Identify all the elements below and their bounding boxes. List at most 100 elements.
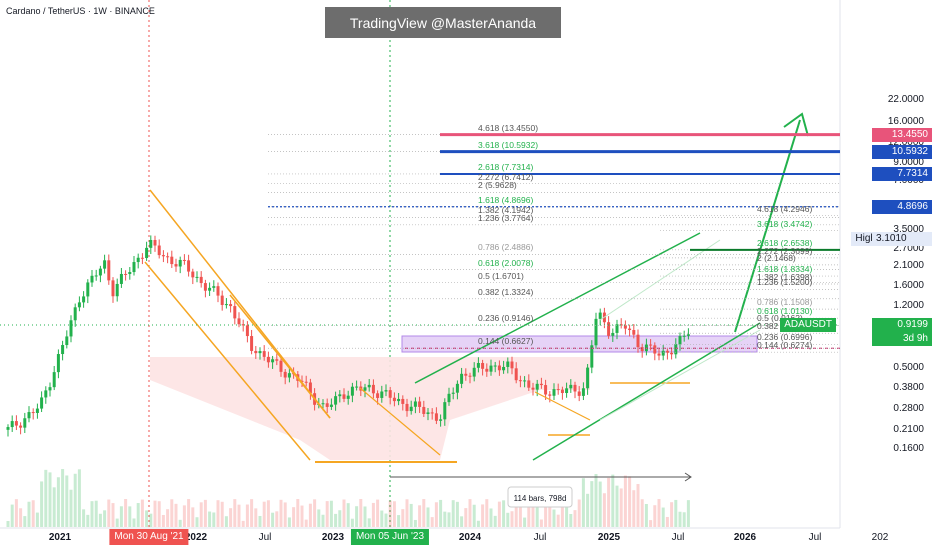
- volume-bar: [258, 515, 262, 527]
- candle-body: [355, 386, 359, 388]
- candle-body: [653, 345, 657, 354]
- volume-bar: [502, 500, 506, 527]
- channel-inner-line-2: [599, 239, 721, 321]
- candle-body: [481, 362, 485, 369]
- measure-arrow: [684, 472, 692, 482]
- candle-body: [31, 412, 35, 414]
- volume-bar: [359, 499, 363, 527]
- volume-bar: [619, 488, 623, 527]
- volume-bar: [409, 503, 413, 527]
- volume-bar: [174, 503, 178, 527]
- candle-body: [271, 359, 275, 363]
- volume-bar: [40, 481, 44, 527]
- candle-body: [405, 403, 409, 412]
- volume-bar: [401, 509, 405, 527]
- candle-body: [443, 402, 447, 420]
- candle-body: [640, 347, 644, 352]
- volume-bar: [334, 513, 338, 527]
- y-tick-14: 0.2800: [893, 403, 924, 415]
- candle-body: [548, 394, 552, 396]
- volume-bar: [602, 493, 606, 527]
- candle-body: [628, 328, 632, 331]
- volume-bar: [250, 499, 254, 527]
- fib-left-label-3: 2.272 (6.7412): [478, 171, 534, 182]
- volume-bar: [136, 503, 140, 527]
- candle-body: [544, 385, 548, 395]
- volume-bar: [224, 516, 228, 527]
- wedge-line-2: [534, 391, 591, 421]
- volume-bar: [573, 510, 577, 527]
- volume-bar: [216, 500, 220, 527]
- candle-body: [157, 245, 161, 256]
- measure-box: [507, 486, 573, 508]
- candle-body: [581, 388, 585, 396]
- candle-body: [6, 427, 10, 430]
- candle-body: [619, 324, 623, 326]
- volume-bar: [560, 501, 564, 527]
- volume-bar: [674, 499, 678, 527]
- candle-body: [384, 390, 388, 392]
- volume-bar: [514, 499, 518, 527]
- candle-body: [258, 351, 262, 354]
- candle-body: [241, 324, 245, 326]
- volume-bar: [598, 481, 602, 527]
- candle-body: [170, 256, 174, 265]
- volume-bar: [451, 500, 455, 527]
- candle-body: [48, 387, 52, 391]
- x-tick-4: 2024: [458, 532, 482, 543]
- candle-body: [573, 384, 577, 392]
- fib-left-label-5: 1.618 (4.8696): [478, 194, 534, 205]
- volume-bar: [14, 499, 18, 527]
- fib-right-label-10: 0.5 (0.9162): [757, 313, 803, 324]
- fib-left-label-6: 1.382 (4.1942): [478, 205, 534, 216]
- volume-bar: [556, 514, 560, 527]
- x-tick-9: Jul: [808, 532, 822, 543]
- candle-body: [678, 336, 682, 345]
- candle-body: [90, 275, 94, 283]
- resistance-band: [401, 335, 758, 353]
- candle-body: [94, 275, 98, 277]
- candle-body: [132, 262, 136, 273]
- volume-bar: [166, 509, 170, 527]
- x-tick-6: 2025: [597, 532, 621, 543]
- candle-body: [250, 336, 254, 351]
- volume-bar: [686, 500, 690, 527]
- candle-body: [65, 336, 69, 346]
- candle-body: [338, 394, 342, 397]
- y-tick-12: 0.5000: [893, 362, 924, 374]
- candle-body: [531, 387, 535, 390]
- candle-body: [506, 361, 510, 367]
- candle-body: [73, 307, 77, 321]
- fib-left-label-7: 1.236 (3.7764): [478, 212, 534, 223]
- volume-bar: [27, 501, 31, 527]
- volume-bar: [544, 503, 548, 527]
- volume-bar: [128, 506, 132, 527]
- candle-body: [649, 344, 653, 346]
- candle-body: [455, 383, 459, 393]
- volume-bar: [111, 503, 115, 527]
- fib-left-label-8: 0.786 (2.4886): [478, 242, 534, 253]
- candle-body: [166, 256, 170, 258]
- volume-bar: [392, 501, 396, 527]
- candle-body: [304, 381, 308, 383]
- candle-body: [447, 393, 451, 403]
- candle-body: [266, 356, 270, 363]
- candle-body: [615, 324, 619, 333]
- volume-bar: [161, 514, 165, 527]
- x-tick-5: Jul: [533, 532, 547, 543]
- volume-bar: [245, 504, 249, 527]
- fib-right-label-2: 2.618 (2.6538): [757, 237, 813, 248]
- channel-upper-line: [414, 232, 701, 384]
- volume-bar: [371, 502, 375, 527]
- candle-body: [140, 257, 144, 259]
- volume-bar: [279, 499, 283, 527]
- volume-bar: [229, 508, 233, 527]
- projection-arrow-line: [734, 119, 801, 333]
- volume-bar: [413, 519, 417, 527]
- volume-bar: [94, 500, 98, 527]
- candle-body: [523, 380, 527, 382]
- candle-body: [44, 390, 48, 398]
- fib-right-label-7: 1.236 (1.5200): [757, 277, 813, 288]
- watermark: TradingView @MasterAnanda: [325, 7, 561, 38]
